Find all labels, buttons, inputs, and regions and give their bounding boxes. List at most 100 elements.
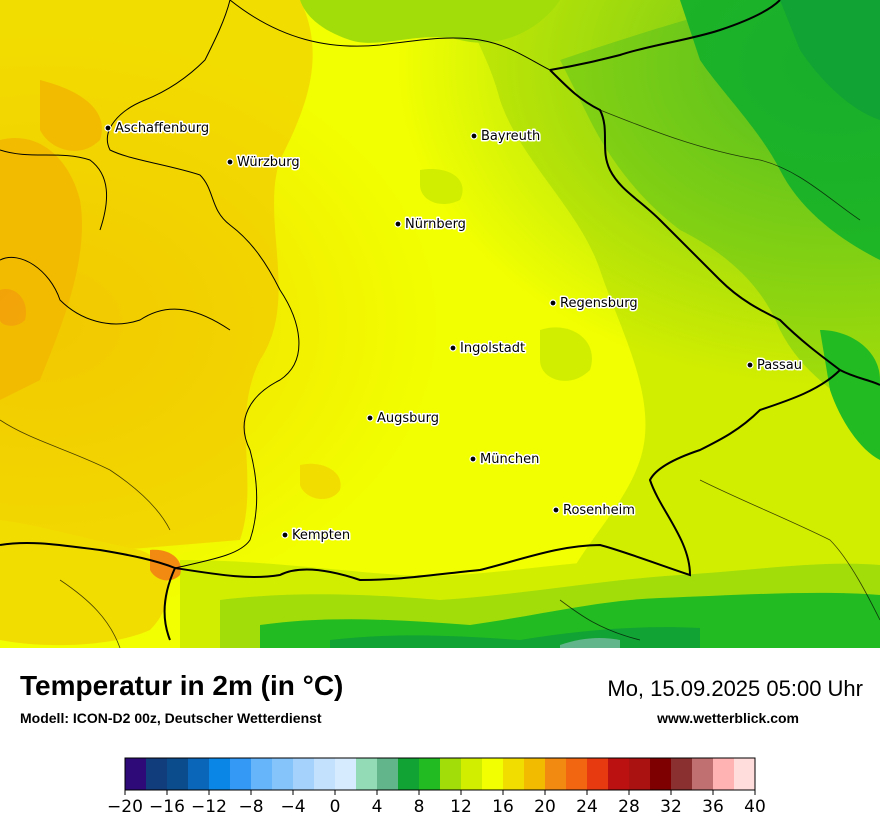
forecast-datetime: Mo, 15.09.2025 05:00 Uhr [607, 676, 863, 701]
district-borders-southeast [699, 479, 880, 621]
scale-swatch [398, 758, 420, 790]
zone-southwest-warm [0, 520, 169, 646]
city-dot [449, 344, 457, 352]
scale-swatch [377, 758, 399, 790]
scale-swatch [209, 758, 231, 790]
city-rosenheim: Rosenheim [552, 502, 636, 520]
city-passau: Passau [746, 357, 803, 375]
zone-central-patch-1 [300, 463, 341, 500]
city-label: München [480, 452, 539, 467]
scale-swatch [734, 758, 756, 790]
scale-tick-label: −20 [107, 797, 143, 817]
district-borders-west [0, 419, 171, 531]
scale-swatch [461, 758, 483, 790]
scale-tick-label: 20 [534, 797, 556, 817]
temperature-scale: −20 −16 −12 −8 −4 0 4 8 12 16 20 24 28 32 36 40 [107, 757, 766, 817]
model-source: Modell: ICON-D2 00z, Deutscher Wetterdie… [20, 710, 322, 726]
city-mnchen: München [469, 451, 541, 469]
city-wrzburg: Würzburg [226, 154, 301, 172]
zone-central-patch-2 [420, 169, 463, 205]
state-border-hesse [0, 149, 108, 231]
scale-tick-label: 32 [660, 797, 682, 817]
city-dot [549, 299, 557, 307]
scale-swatch [356, 758, 378, 790]
city-dot [469, 455, 477, 463]
border-czech [549, 69, 880, 386]
city-label: Würzburg [237, 155, 300, 170]
scale-swatch [230, 758, 252, 790]
map-title: Temperatur in 2m (in °C) [20, 670, 344, 701]
scale-swatch [566, 758, 588, 790]
scale-swatch [125, 758, 147, 790]
scale-frame [124, 757, 756, 791]
scale-swatch [482, 758, 504, 790]
city-bayreuth: Bayreuth [470, 128, 542, 146]
scale-swatch [188, 758, 210, 790]
city-dot [281, 531, 289, 539]
city-label: Bayreuth [481, 129, 540, 144]
city-dot [470, 132, 478, 140]
city-label: Passau [757, 358, 802, 373]
scale-swatch [146, 758, 168, 790]
scale-tick-label: −12 [191, 797, 227, 817]
border-czech-north [549, 0, 781, 71]
zone-north-green [300, 0, 560, 43]
scale-tick-label: 28 [618, 797, 640, 817]
scale-swatch [692, 758, 714, 790]
city-dot [366, 414, 374, 422]
city-dot [226, 158, 234, 166]
overlay-green-ne [0, 0, 880, 648]
zone-northeast-darkgreen [780, 0, 880, 120]
zone-south-darkgreen [260, 592, 880, 648]
city-dot [104, 124, 112, 132]
city-dot [746, 361, 754, 369]
city-label: Aschaffenburg [115, 121, 209, 136]
city-label: Kempten [292, 528, 350, 543]
city-label: Regensburg [560, 296, 638, 311]
state-border-bavaria [107, 0, 300, 569]
scale-tick-label: −8 [238, 797, 263, 817]
city-dot [552, 506, 560, 514]
scale-swatch [272, 758, 294, 790]
city-markers: Aschaffenburg Würzburg Bayreuth Nürnberg Reg… [104, 120, 803, 545]
city-nrnberg: Nürnberg [394, 216, 467, 234]
scale-swatch [713, 758, 735, 790]
scale-swatch [587, 758, 609, 790]
scale-swatch [650, 758, 672, 790]
scale-tick-label: −4 [280, 797, 305, 817]
state-border-thuringia [229, 0, 551, 71]
border-austria [174, 369, 841, 582]
scale-swatch [545, 758, 567, 790]
scale-swatch [293, 758, 315, 790]
city-regensburg: Regensburg [549, 295, 639, 313]
scale-swatch [440, 758, 462, 790]
scale-tick-label: 8 [414, 797, 425, 817]
city-kempten: Kempten [281, 527, 352, 545]
scale-tick-label: 24 [576, 797, 598, 817]
city-label: Augsburg [377, 411, 439, 426]
city-augsburg: Augsburg [366, 410, 441, 428]
temperature-map: Aschaffenburg Würzburg Bayreuth Nürnberg Reg… [0, 0, 880, 648]
state-border-bw [0, 256, 231, 331]
footer-panel: Temperatur in 2m (in °C) Modell: ICON-D2… [0, 648, 880, 830]
scale-swatch [503, 758, 525, 790]
scale-tick-label: 12 [450, 797, 472, 817]
scale-tick-label: 16 [492, 797, 514, 817]
scale-tick-label: 4 [372, 797, 383, 817]
zone-central-patch-3 [540, 327, 592, 381]
city-label: Nürnberg [405, 217, 466, 232]
zone-east-green-patch [820, 330, 880, 460]
border-switzerland [0, 541, 177, 641]
scale-swatch [629, 758, 651, 790]
city-aschaffenburg: Aschaffenburg [104, 120, 211, 138]
scale-swatch [251, 758, 273, 790]
district-borders-sw [59, 579, 121, 648]
scale-swatch [524, 758, 546, 790]
city-ingolstadt: Ingolstadt [449, 340, 527, 358]
district-borders-south [559, 599, 641, 641]
scale-tick-label: −16 [149, 797, 185, 817]
district-borders-east [599, 109, 861, 221]
zone-south-peaks [560, 637, 620, 648]
website-link[interactable]: www.wetterblick.com [657, 710, 799, 726]
city-label: Ingolstadt [460, 341, 525, 356]
